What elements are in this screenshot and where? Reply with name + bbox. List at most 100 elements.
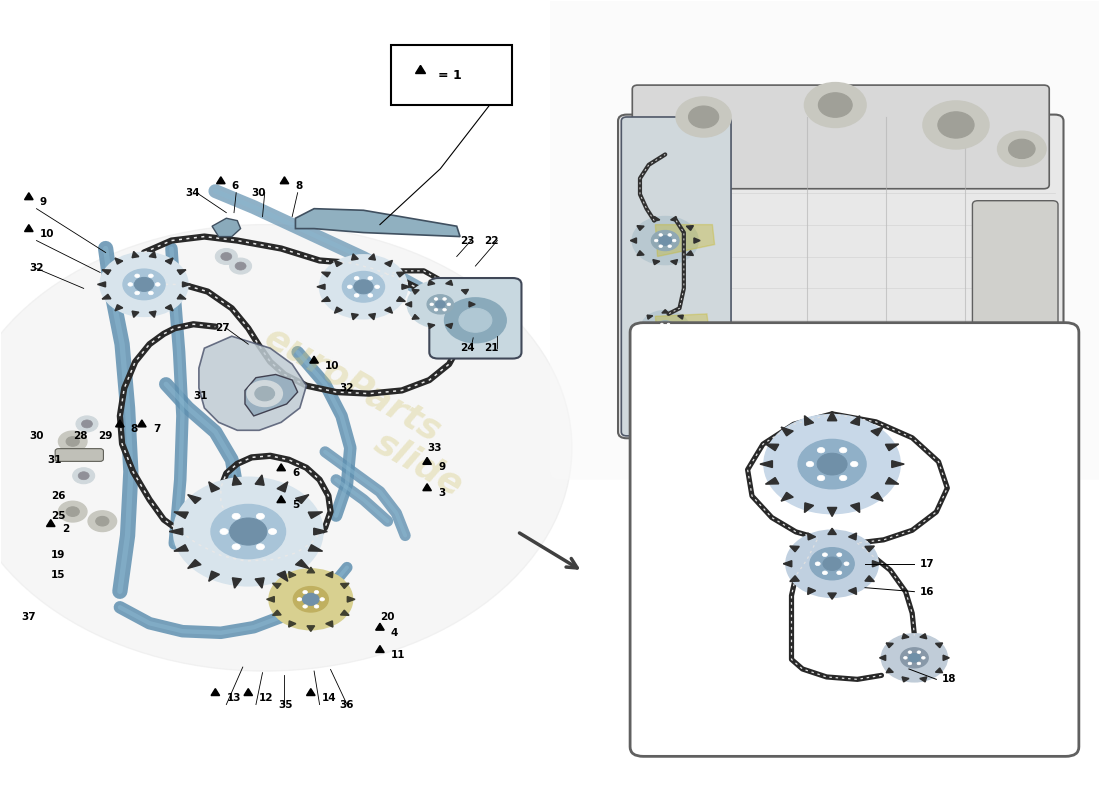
Circle shape	[66, 507, 79, 516]
Polygon shape	[273, 583, 282, 589]
Circle shape	[823, 553, 827, 557]
FancyBboxPatch shape	[550, 0, 1100, 480]
Polygon shape	[461, 314, 469, 319]
Circle shape	[799, 439, 866, 489]
Circle shape	[255, 386, 275, 401]
Polygon shape	[209, 482, 220, 492]
Text: 12: 12	[260, 693, 274, 703]
Polygon shape	[317, 284, 324, 290]
Circle shape	[58, 502, 87, 522]
Polygon shape	[887, 668, 893, 673]
Polygon shape	[902, 677, 909, 682]
Polygon shape	[397, 272, 406, 277]
Circle shape	[839, 447, 847, 453]
Circle shape	[837, 553, 842, 557]
Circle shape	[96, 516, 109, 526]
Polygon shape	[245, 374, 298, 416]
Circle shape	[78, 472, 89, 480]
Circle shape	[315, 590, 319, 594]
Text: 11: 11	[390, 650, 406, 660]
Circle shape	[232, 514, 240, 519]
Text: 8: 8	[296, 182, 303, 191]
Text: 7: 7	[153, 425, 161, 434]
Text: 20: 20	[379, 612, 395, 622]
Circle shape	[407, 281, 473, 328]
Circle shape	[658, 327, 660, 330]
Circle shape	[901, 648, 928, 668]
Polygon shape	[416, 66, 426, 74]
Circle shape	[668, 234, 671, 236]
Polygon shape	[758, 354, 767, 362]
Polygon shape	[116, 420, 124, 427]
Circle shape	[342, 271, 385, 302]
Polygon shape	[314, 528, 328, 535]
Text: 5: 5	[293, 500, 299, 510]
Text: 6: 6	[232, 182, 239, 191]
Polygon shape	[656, 225, 715, 257]
Polygon shape	[662, 310, 669, 313]
FancyBboxPatch shape	[390, 46, 512, 105]
Text: 15: 15	[51, 570, 65, 580]
Circle shape	[0, 225, 572, 671]
Polygon shape	[211, 689, 220, 695]
Polygon shape	[872, 561, 881, 567]
Polygon shape	[397, 297, 406, 302]
Polygon shape	[671, 217, 678, 222]
Polygon shape	[850, 503, 860, 513]
Text: 22: 22	[484, 235, 498, 246]
Polygon shape	[871, 427, 883, 436]
Text: 26: 26	[51, 490, 65, 501]
Circle shape	[786, 530, 878, 598]
Polygon shape	[212, 218, 241, 237]
Circle shape	[671, 327, 673, 330]
Circle shape	[815, 562, 821, 566]
Polygon shape	[758, 430, 767, 438]
Circle shape	[917, 651, 921, 654]
Text: slide: slide	[368, 425, 469, 502]
Circle shape	[632, 217, 698, 265]
Circle shape	[923, 101, 989, 149]
Polygon shape	[376, 646, 384, 653]
Polygon shape	[639, 326, 645, 330]
Polygon shape	[308, 545, 322, 551]
Polygon shape	[678, 338, 683, 342]
Text: 35: 35	[278, 699, 293, 710]
Polygon shape	[24, 225, 33, 231]
Polygon shape	[935, 668, 943, 673]
Polygon shape	[671, 259, 678, 265]
Circle shape	[817, 454, 847, 475]
Circle shape	[800, 408, 806, 413]
Polygon shape	[199, 336, 307, 430]
Circle shape	[689, 106, 718, 128]
Text: 32: 32	[339, 383, 354, 393]
Circle shape	[659, 236, 672, 246]
Polygon shape	[277, 496, 286, 502]
Text: 23: 23	[460, 235, 474, 246]
Polygon shape	[828, 593, 836, 599]
Circle shape	[66, 437, 79, 446]
Polygon shape	[102, 294, 111, 299]
Circle shape	[668, 323, 670, 325]
Polygon shape	[739, 420, 751, 427]
Polygon shape	[637, 250, 645, 255]
Polygon shape	[798, 348, 805, 357]
Text: 16: 16	[920, 586, 934, 597]
Circle shape	[654, 239, 658, 242]
Polygon shape	[368, 254, 375, 260]
Polygon shape	[647, 315, 652, 319]
Polygon shape	[804, 416, 814, 426]
Circle shape	[302, 590, 307, 594]
Circle shape	[81, 420, 92, 428]
Polygon shape	[428, 323, 435, 329]
Circle shape	[427, 294, 453, 314]
Polygon shape	[321, 272, 330, 277]
Polygon shape	[412, 314, 419, 319]
Polygon shape	[630, 238, 637, 243]
Circle shape	[818, 93, 852, 118]
Text: 31: 31	[47, 454, 62, 465]
Circle shape	[659, 245, 662, 247]
Circle shape	[804, 82, 866, 127]
Circle shape	[230, 258, 252, 274]
Circle shape	[668, 331, 670, 334]
Circle shape	[442, 298, 447, 300]
